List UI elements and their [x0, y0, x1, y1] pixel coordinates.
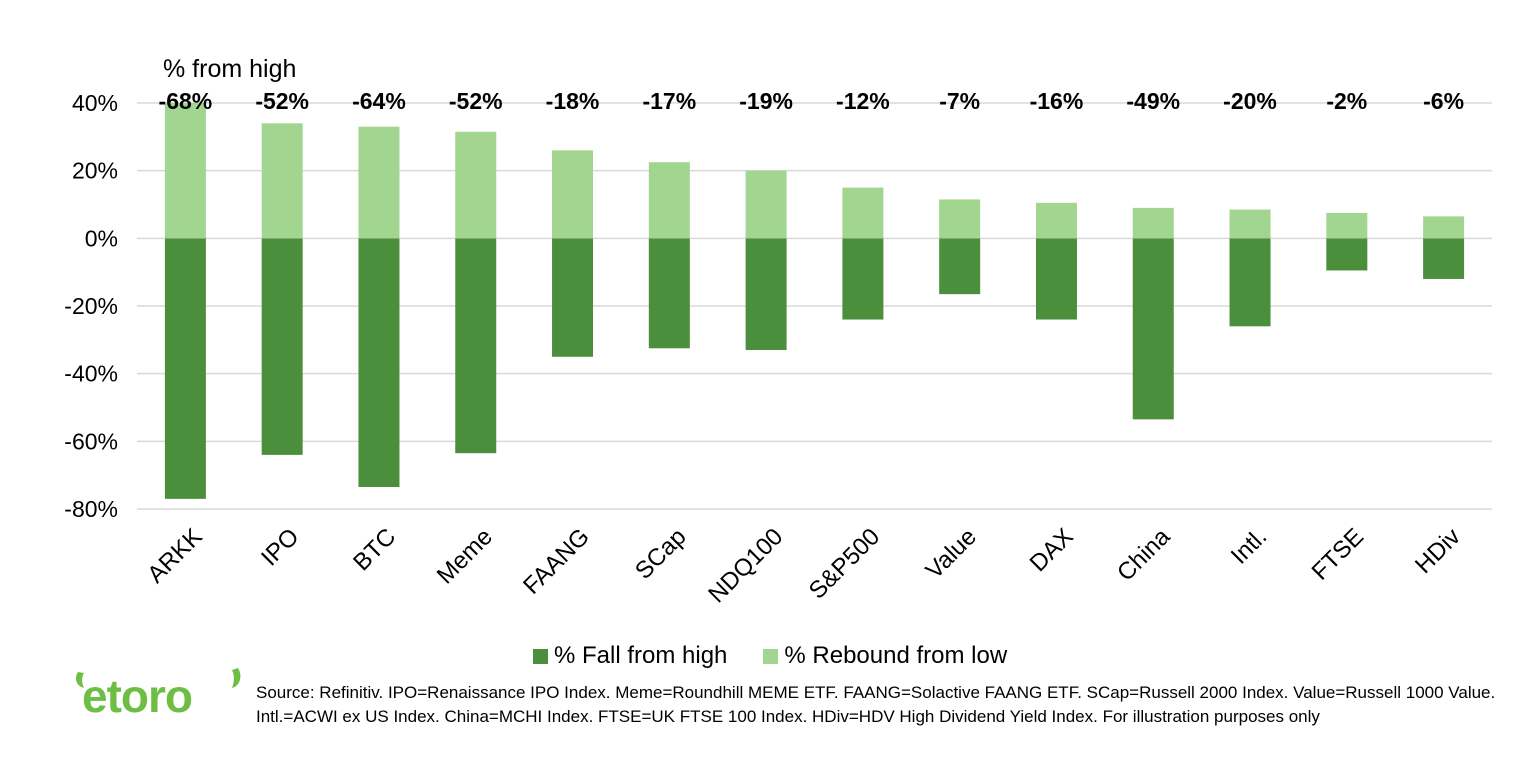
x-tick-label: BTC [348, 523, 401, 576]
legend-item-rebound: % Rebound from low [763, 642, 1007, 670]
top-label: -52% [449, 88, 503, 114]
x-tick-label: SCap [630, 523, 692, 585]
top-label: -64% [352, 88, 406, 114]
bar-rebound-from-low [1035, 202, 1077, 239]
source-note: Source: Refinitiv. IPO=Renaissance IPO I… [256, 683, 1496, 726]
top-label: -18% [546, 88, 600, 114]
bar-chart: 40% 20% 0% -20% -40% -60% -80% -68% -52% -64% -52… [64, 55, 1492, 609]
bar-rebound-from-low [1423, 216, 1465, 239]
y-tick-label: -80% [64, 496, 118, 522]
top-label: -7% [939, 88, 980, 114]
bar-rebound-from-low [261, 123, 303, 239]
gridlines [137, 102, 1492, 510]
bar-fall-from-high [648, 238, 690, 349]
etoro-logo-text: etoro [82, 670, 192, 722]
top-label: -49% [1126, 88, 1180, 114]
bar-rebound-from-low [455, 131, 497, 239]
x-tick-label: ARKK [142, 523, 207, 588]
top-label: -20% [1223, 88, 1277, 114]
bar-fall-from-high [745, 238, 787, 350]
top-label: -16% [1030, 88, 1084, 114]
etoro-logo: etoro [76, 668, 241, 722]
x-tick-label: HDiv [1410, 523, 1466, 579]
top-label: -17% [642, 88, 696, 114]
bar-fall-from-high [455, 238, 497, 454]
y-tick-label: 20% [72, 158, 118, 184]
top-label: -52% [255, 88, 309, 114]
legend-label-fall: % Fall from high [554, 642, 728, 669]
chart-title: % from high [163, 55, 296, 83]
bar-fall-from-high [1132, 238, 1174, 420]
legend-swatch-fall [533, 648, 548, 664]
bar-fall-from-high [164, 238, 206, 499]
bars [164, 103, 1465, 499]
legend-swatch-rebound [763, 648, 779, 664]
legend-label-rebound: % Rebound from low [784, 642, 1008, 669]
x-tick-label: China [1112, 523, 1176, 587]
x-tick-label: Value [921, 523, 982, 584]
bar-fall-from-high [552, 238, 594, 357]
bar-rebound-from-low [939, 199, 981, 239]
top-label: -12% [836, 88, 890, 114]
y-tick-label: -20% [64, 293, 118, 319]
x-tick-label: Intl. [1226, 523, 1272, 569]
y-tick-label: 40% [72, 90, 118, 116]
legend-item-fall: % Fall from high [533, 642, 727, 670]
x-tick-label: IPO [256, 523, 304, 571]
y-axis-ticks: 40% 20% 0% -20% -40% -60% -80% [64, 90, 118, 522]
x-tick-label: Meme [432, 523, 498, 589]
x-tick-label: NDQ100 [703, 523, 788, 608]
y-tick-label: -40% [64, 361, 118, 387]
bar-fall-from-high [261, 238, 303, 455]
top-label: -68% [159, 88, 213, 114]
x-tick-label: FAANG [518, 523, 595, 600]
bar-fall-from-high [1035, 238, 1077, 320]
bar-rebound-from-low [358, 126, 400, 239]
bar-fall-from-high [1229, 238, 1271, 327]
bar-fall-from-high [1423, 238, 1465, 279]
x-axis-labels: ARKK IPO BTC Meme FAANG SCap NDQ100 S&P500 Value… [142, 523, 1466, 609]
x-tick-label: FTSE [1307, 523, 1369, 585]
y-tick-label: -60% [64, 428, 118, 454]
bar-fall-from-high [842, 238, 884, 320]
top-label: -19% [739, 88, 793, 114]
y-tick-label: 0% [85, 225, 118, 251]
top-label: -6% [1423, 88, 1464, 114]
legend: % Fall from high % Rebound from low [533, 642, 1043, 670]
bar-fall-from-high [939, 238, 981, 295]
bar-rebound-from-low [1229, 209, 1271, 239]
x-tick-label: DAX [1025, 523, 1079, 577]
bar-fall-from-high [358, 238, 400, 488]
bar-rebound-from-low [842, 187, 884, 239]
bar-rebound-from-low [1132, 207, 1174, 239]
bar-rebound-from-low [1326, 212, 1368, 239]
bar-rebound-from-low [552, 150, 594, 239]
x-tick-label: S&P500 [804, 523, 885, 604]
bar-rebound-from-low [164, 103, 206, 239]
bar-fall-from-high [1326, 238, 1368, 271]
top-label: -2% [1326, 88, 1367, 114]
bar-rebound-from-low [648, 162, 690, 239]
top-labels: -68% -52% -64% -52% -18% -17% -19% -12% -7% -16% -… [159, 88, 1465, 114]
bar-rebound-from-low [745, 170, 787, 239]
